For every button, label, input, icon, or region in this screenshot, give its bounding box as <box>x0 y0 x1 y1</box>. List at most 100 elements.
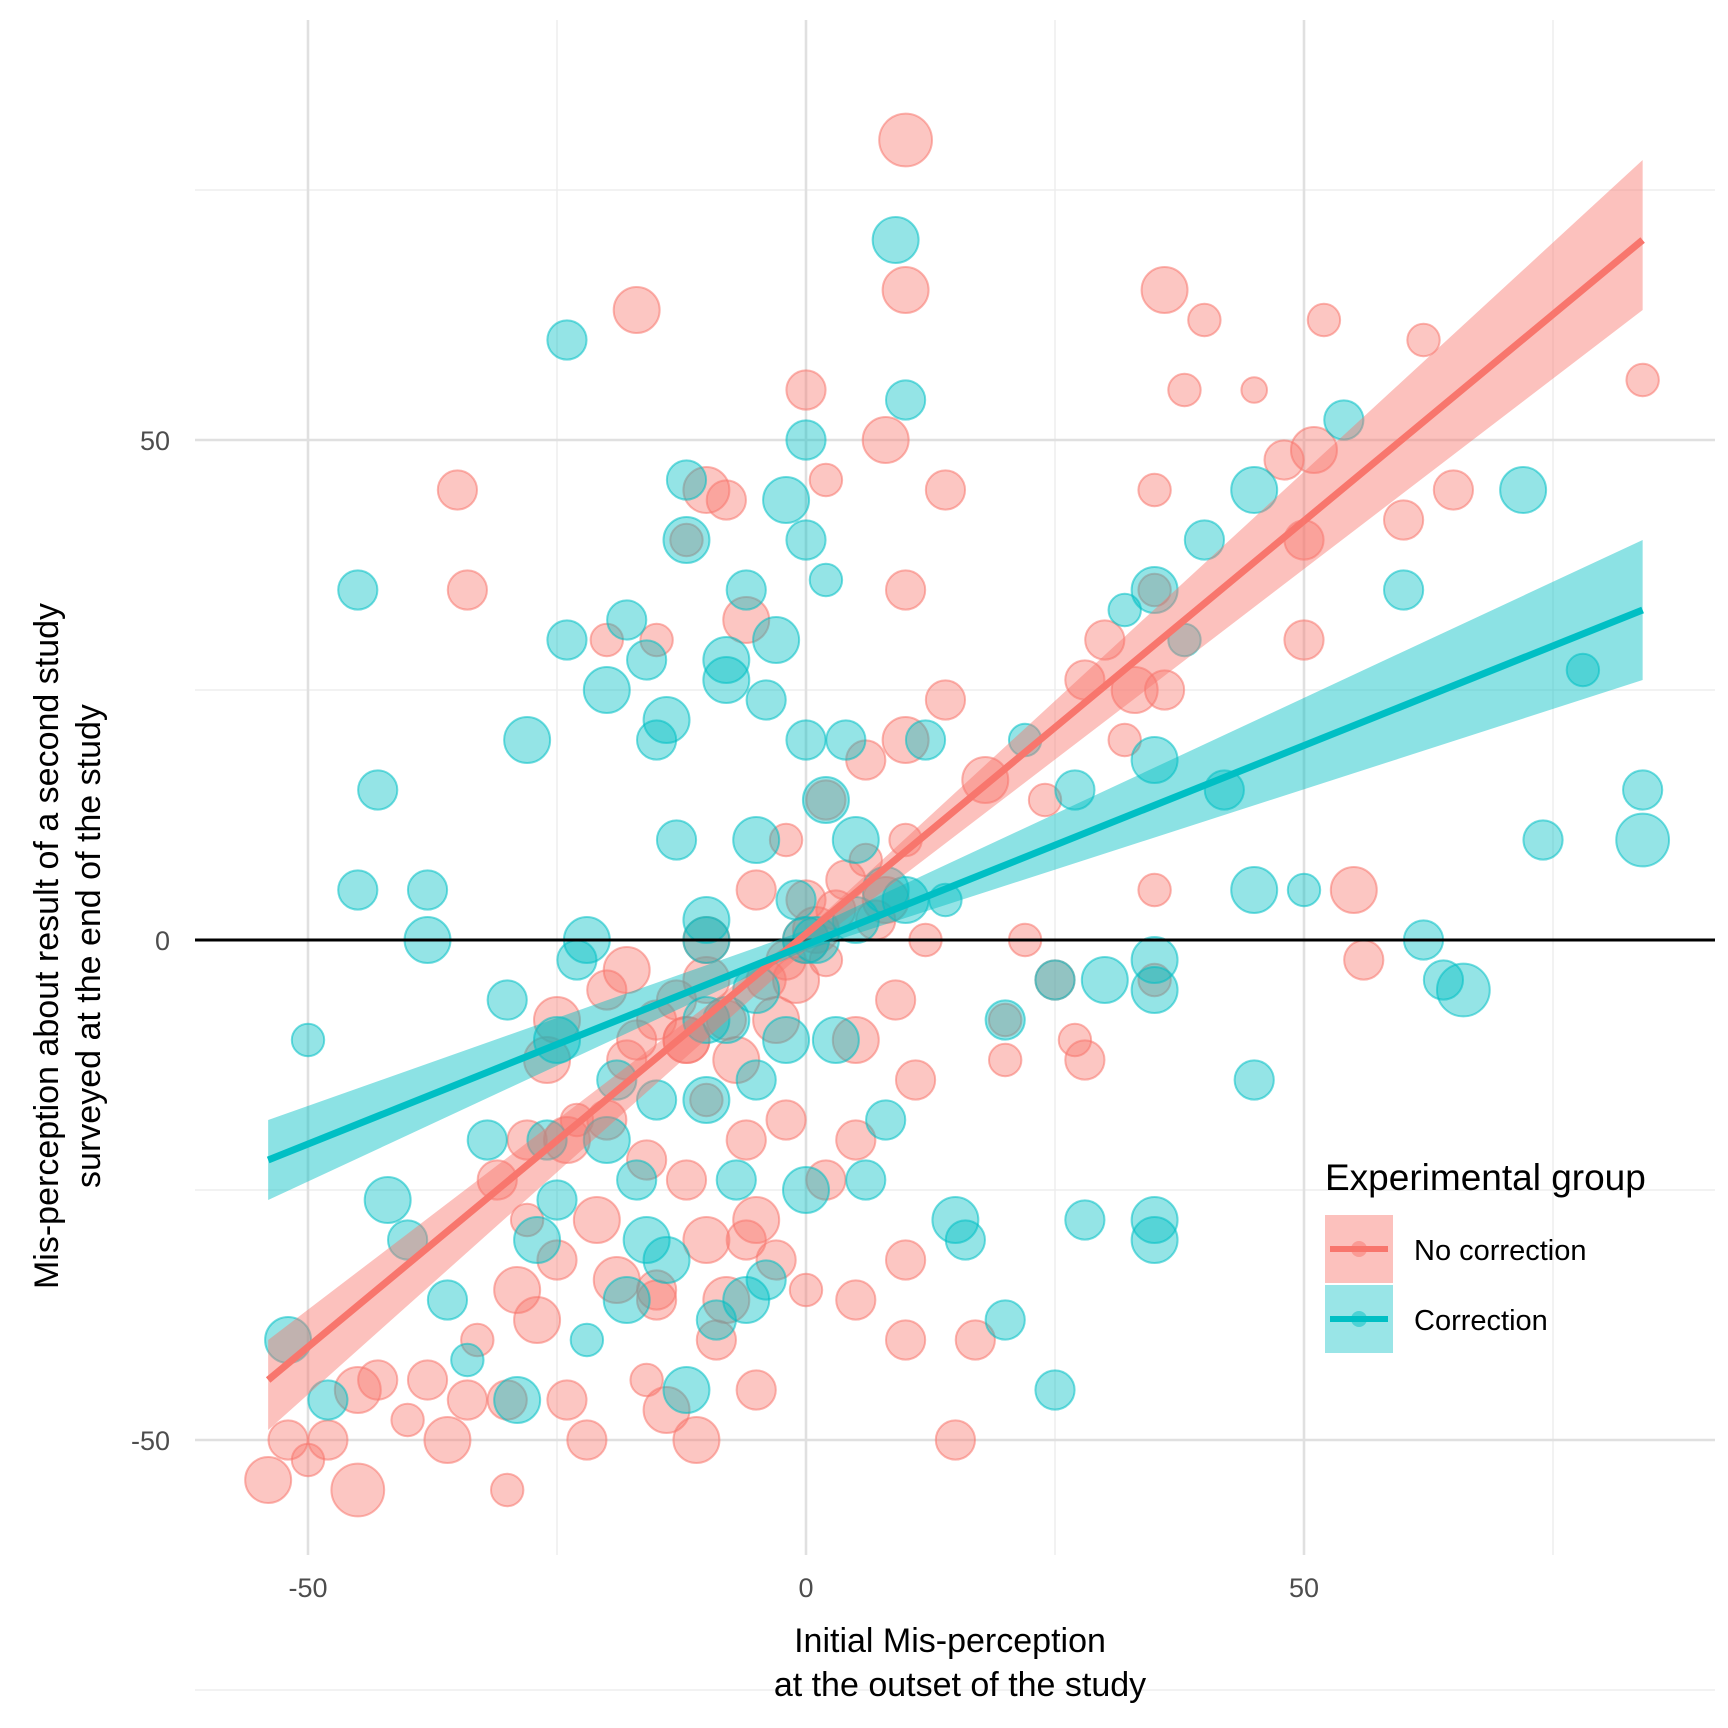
data-point <box>446 1379 488 1421</box>
data-point <box>984 1299 1026 1341</box>
data-point <box>569 1322 605 1358</box>
data-point <box>337 869 379 911</box>
data-point <box>682 896 731 944</box>
data-point <box>1137 872 1172 908</box>
data-point <box>988 1042 1023 1078</box>
data-point <box>1137 472 1172 508</box>
data-point <box>642 1236 691 1284</box>
data-point <box>1140 266 1189 314</box>
data-point <box>878 112 933 168</box>
legend: Experimental group No correction Correct… <box>1325 1157 1646 1353</box>
data-point <box>735 1059 777 1101</box>
data-point <box>307 1379 349 1421</box>
data-point <box>363 1176 412 1224</box>
data-point <box>513 1296 562 1344</box>
data-point <box>662 516 711 564</box>
data-point <box>835 1119 877 1161</box>
confidence-band-0 <box>268 160 1643 1430</box>
data-point <box>1230 866 1279 914</box>
data-point <box>1422 959 1465 1001</box>
legend-label-no-correction: No correction <box>1414 1235 1586 1267</box>
data-point <box>1064 1039 1106 1081</box>
data-point <box>1499 466 1548 514</box>
tick-labels: -50 0 50 -50 0 50 <box>131 426 1319 1603</box>
data-point <box>785 519 827 561</box>
data-point <box>735 1369 777 1411</box>
data-point <box>572 1196 621 1244</box>
data-point <box>476 1159 518 1201</box>
data-point <box>725 1219 767 1261</box>
data-point <box>788 1272 824 1308</box>
x-axis-title-line1: Initial Mis-perception <box>794 1622 1106 1660</box>
data-point <box>244 1456 293 1504</box>
data-point <box>665 1159 708 1201</box>
data-point <box>732 1196 781 1244</box>
data-point <box>486 1379 528 1421</box>
data-point <box>944 1219 986 1261</box>
data-point <box>636 1269 678 1311</box>
data-point <box>984 999 1026 1041</box>
data-point <box>446 569 488 611</box>
x-tick-label: 50 <box>1289 1573 1319 1603</box>
data-point <box>811 1016 860 1064</box>
data-point <box>1130 566 1179 614</box>
data-point <box>1034 959 1076 1001</box>
data-point <box>536 1239 578 1281</box>
data-point <box>1187 302 1222 338</box>
data-point <box>1286 872 1322 908</box>
data-point <box>682 1076 731 1124</box>
data-point <box>765 1099 807 1141</box>
data-point <box>702 656 751 704</box>
data-point <box>1625 362 1660 398</box>
data-point <box>669 522 704 558</box>
data-point <box>835 1279 877 1321</box>
y-axis-title-line1: Mis-perception about result of a second … <box>28 603 66 1289</box>
x-tick-label: 0 <box>798 1573 813 1603</box>
data-point <box>894 1059 937 1101</box>
data-point <box>755 1239 797 1281</box>
data-point <box>715 1159 757 1201</box>
data-point <box>582 1116 631 1164</box>
data-point <box>762 476 811 524</box>
data-point <box>1263 439 1305 481</box>
data-point <box>702 1276 751 1324</box>
data-point <box>357 1359 399 1401</box>
data-point <box>745 679 787 721</box>
data-point <box>725 569 767 611</box>
data-point <box>875 979 917 1021</box>
data-point <box>546 619 588 661</box>
data-point <box>1137 962 1172 998</box>
data-point <box>1622 769 1664 811</box>
data-point <box>801 776 850 824</box>
fit-line-0 <box>265 237 1645 1383</box>
data-point <box>672 1416 721 1464</box>
data-point <box>1064 1199 1106 1241</box>
data-point <box>290 1022 326 1058</box>
data-point <box>1323 399 1365 441</box>
data-point <box>1027 782 1063 818</box>
data-point <box>1289 426 1338 474</box>
data-point <box>642 1386 691 1434</box>
fit-line-1 <box>266 606 1644 1164</box>
data-point <box>805 779 847 821</box>
data-point <box>885 379 927 421</box>
data-point <box>1383 569 1425 611</box>
data-point <box>1233 1059 1275 1101</box>
data-point <box>732 816 781 864</box>
data-point <box>307 1419 349 1461</box>
data-point <box>662 1366 711 1414</box>
data-point <box>831 816 880 864</box>
data-point <box>785 369 827 411</box>
data-point <box>865 1099 907 1141</box>
data-point <box>831 1016 880 1064</box>
data-point <box>639 622 674 658</box>
data-point <box>1110 666 1159 714</box>
data-point <box>357 769 399 811</box>
data-point <box>1343 939 1385 981</box>
data-point <box>1432 469 1475 511</box>
data-point <box>486 979 528 1021</box>
data-point <box>1435 962 1491 1018</box>
data-point <box>762 1016 811 1064</box>
x-tick-label: -50 <box>288 1573 327 1603</box>
